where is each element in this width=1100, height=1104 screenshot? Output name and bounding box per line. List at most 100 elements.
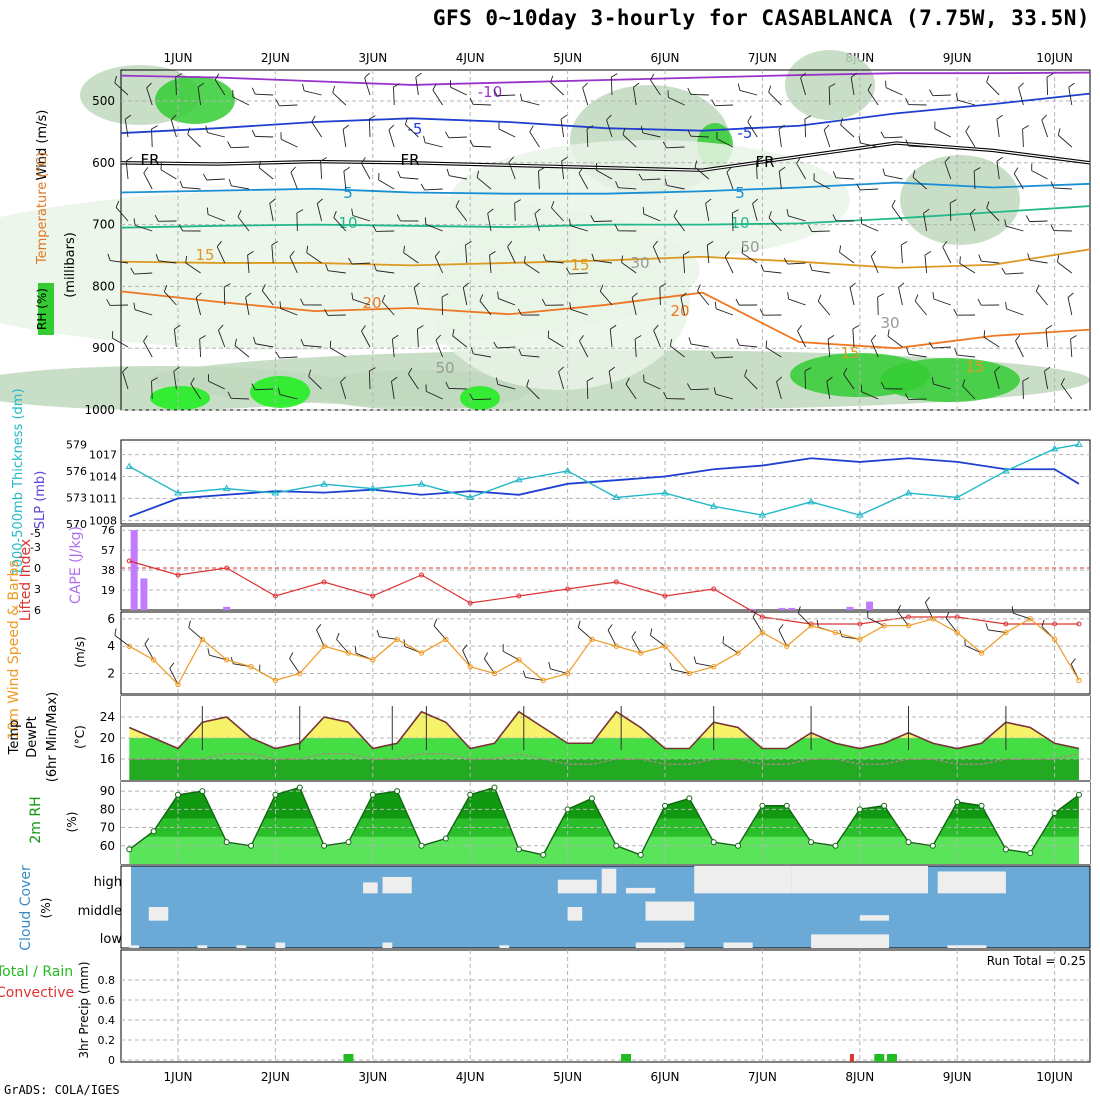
upper-wind-barb [779,129,781,147]
upper-wind-barb-feather [978,299,981,305]
surface-wind-barb [925,602,932,618]
rh-point [565,807,570,812]
date-label-top: 1JUN [164,51,193,65]
isoline-label: 50 [435,359,454,377]
slp-axis-label: SLP (mb) [33,471,48,530]
rh-point [1028,851,1033,856]
upper-wind-barb-feather [365,73,370,78]
date-label-top: 4JUN [456,51,485,65]
surface-wind-barb-feather [670,663,672,670]
low-cloud-block [723,943,752,948]
upper-wind-barb [321,161,322,179]
upper-wind-barb [1023,129,1024,147]
rh-shade-patch [250,376,310,408]
upper-wind-barb [530,132,540,147]
upper-wind-barb [812,270,830,273]
upper-wind-barb [888,336,902,347]
upper-wind-barb [389,130,394,147]
upper-wind-barb-feather [126,157,132,161]
upper-wind-barb-feather [925,251,931,255]
li-tick-label: 0 [34,562,41,575]
upper-wind-barb-feather [1042,115,1047,120]
rh-band-low [121,837,1090,864]
rh-point [906,840,911,845]
upper-wind-barb-feather [447,169,449,176]
rh-point [492,785,497,790]
upper-wind-barb-feather [810,264,812,271]
surface-wind-barb [753,617,762,632]
run-total-label: Run Total = 0.25 [987,954,1086,968]
slp-tick-label: 1011 [89,492,117,505]
upper-wind-barb-feather [841,118,843,125]
upper-wind-barb-feather [252,88,255,94]
rh-point [784,803,789,808]
upper-wind-barb [279,105,297,106]
date-label-top: 5JUN [553,51,582,65]
upper-wind-barb [425,143,442,147]
upper-wind-barb-feather [333,86,335,93]
rh-point [1052,810,1057,815]
isoline-label: 10 [338,214,357,232]
surface-wind-barb-feather [523,671,525,678]
isoline-label: FR [755,153,774,171]
surface-wind-barb-feather [434,619,437,625]
rh-point [516,847,521,852]
upper-wind-barb [161,170,176,179]
upper-wind-barb [1032,171,1048,179]
low-cloud-block [275,943,285,948]
upper-wind-barb [231,186,249,189]
middle-cloud-block [568,907,583,921]
upper-wind-barb-feather [878,294,884,297]
precip-tick-label: 0.4 [98,1014,116,1027]
surface-wind-barb-feather [377,630,379,637]
upper-wind-barb-feather [738,84,739,91]
low-cloud-block [236,945,246,948]
upper-wind-barb [935,129,951,137]
upper-wind-barb [966,132,975,147]
upper-wind-barb-feather [369,116,375,119]
upper-wind-barb-feather [343,125,349,129]
pressure-axis-title: (millibars) [63,232,78,298]
rh-shade-patch [155,76,235,124]
surface-wind-barb [946,618,957,632]
thickness-tick-label: 579 [66,438,87,451]
upper-wind-barb [416,77,419,95]
upper-wind-barb-feather [561,115,567,119]
upper-wind-barb-feather [1047,74,1053,77]
upper-wind-barb [231,147,249,148]
upper-wind-barb [1071,339,1072,357]
upper-wind-barb-feather [229,179,231,186]
upper-wind-barb-feather [853,325,859,329]
upper-wind-barb [551,82,564,95]
upper-wind-barb [1023,381,1024,399]
surface-wind-barb-feather [578,621,580,628]
upper-wind-barb-feather [761,264,763,271]
surface-wind-barb-feather [355,646,356,653]
upper-wind-barb-feather [871,335,876,340]
date-label-bottom: 8JUN [845,1070,874,1084]
rh-point [151,829,156,834]
rh-point [882,803,887,808]
upper-wind-barb-feather [805,116,811,119]
cape-bar [223,607,230,610]
upper-wind-barb-feather [1058,128,1060,135]
upper-wind-barb [943,247,951,263]
upper-wind-barb [740,90,757,95]
upper-wind-barb [788,263,806,264]
upper-wind-barb [691,94,709,95]
surface-wind-barb-feather [208,648,209,655]
rh-point [809,840,814,845]
surface-wind-barb-feather [632,631,636,637]
date-label-top: 3JUN [358,51,387,65]
slp-tick-label: 1017 [89,449,117,462]
upper-wind-barb [824,130,830,147]
upper-wind-barb [950,203,951,221]
temp-tick-label: 16 [100,752,115,766]
surface-wind-barb-feather [463,645,467,651]
upper-wind-barb-feather [1006,302,1007,309]
upper-wind-barb [144,173,152,189]
upper-wind-barb [725,257,733,273]
upper-wind-barb [304,91,321,95]
upper-wind-barb-feather [736,299,739,305]
rh-point [614,843,619,848]
